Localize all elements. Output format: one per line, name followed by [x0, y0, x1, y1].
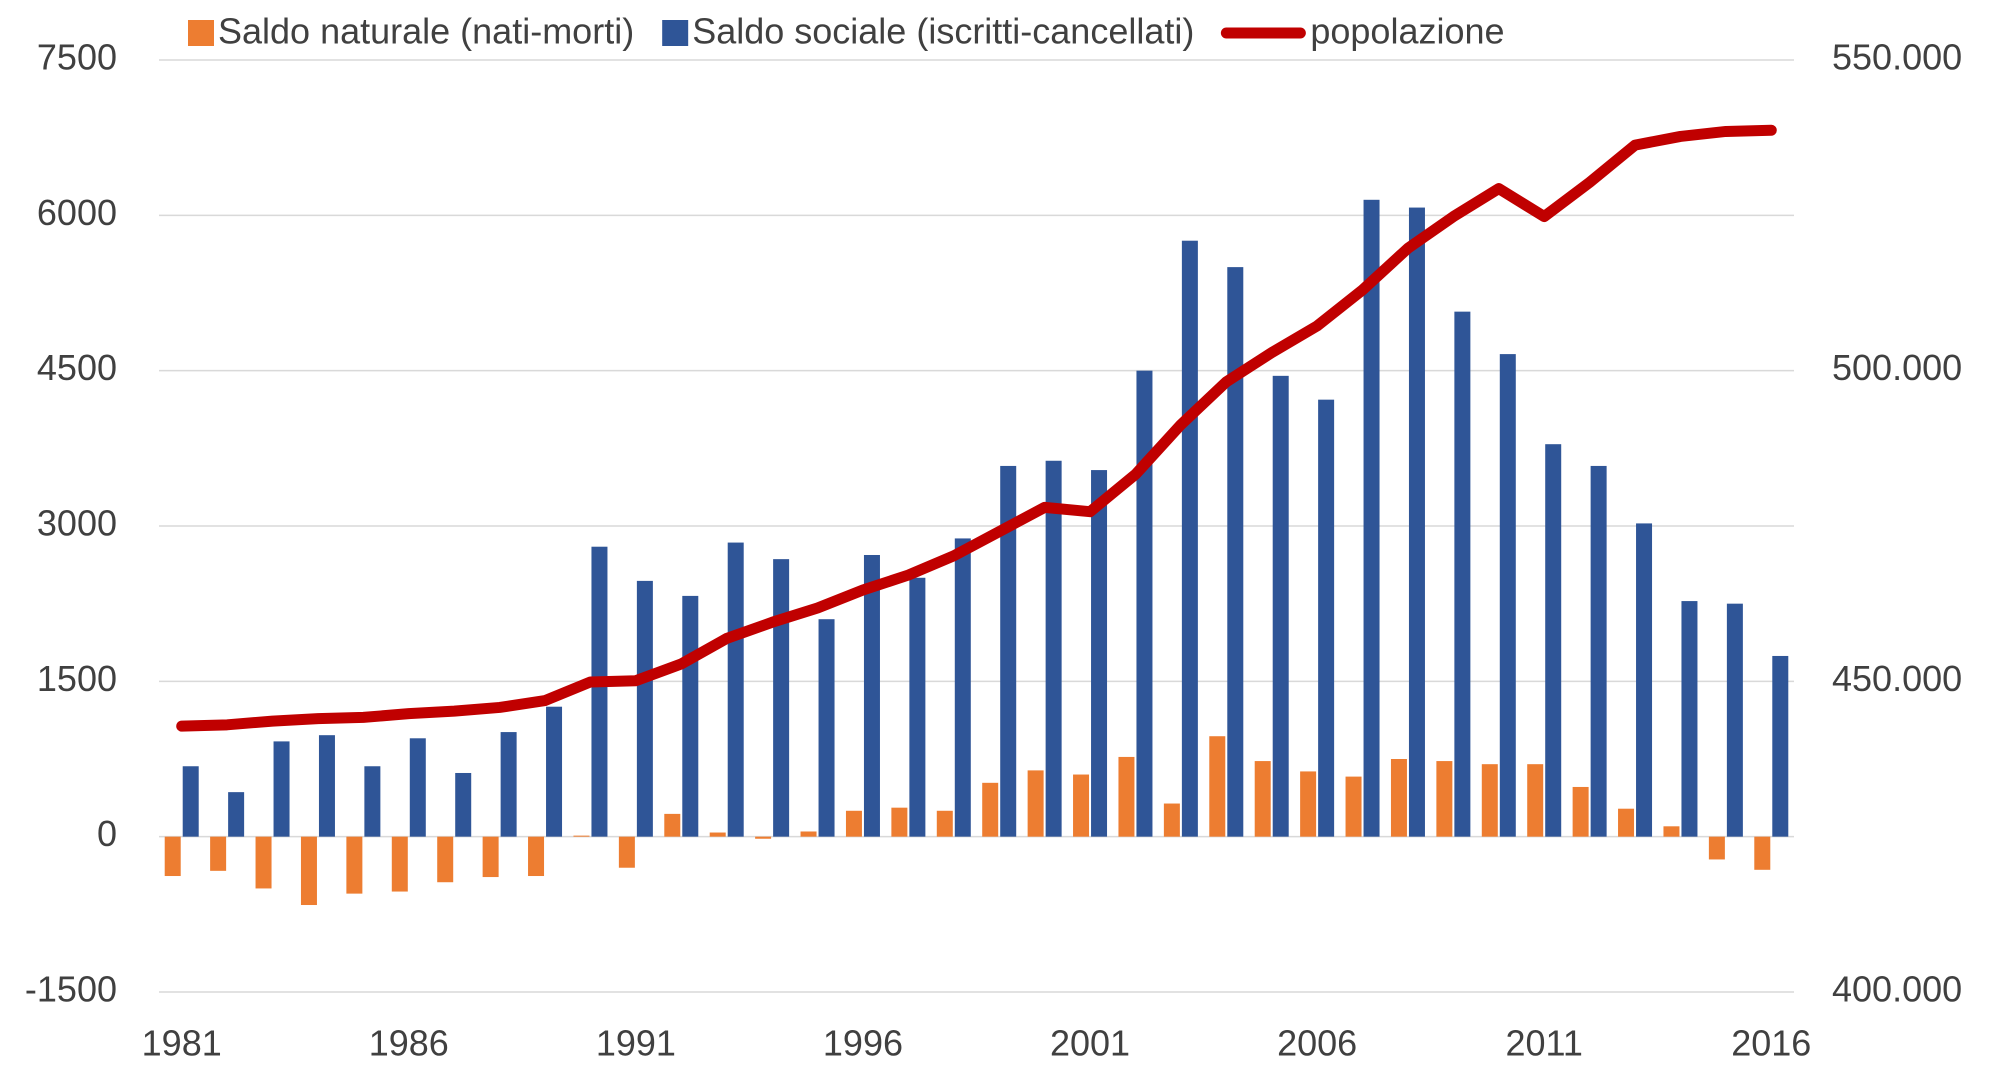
bar — [1209, 736, 1226, 837]
bar — [528, 836, 545, 877]
bar — [909, 577, 926, 837]
bar — [1163, 803, 1180, 837]
bar — [709, 832, 726, 837]
bar — [727, 542, 744, 837]
bar — [773, 559, 790, 837]
bar — [437, 836, 454, 883]
bar — [1681, 601, 1698, 837]
bar — [1027, 770, 1044, 837]
bar — [1590, 465, 1607, 837]
bar — [1454, 311, 1471, 837]
bar — [1527, 764, 1544, 837]
bar — [982, 782, 999, 837]
bar — [618, 836, 635, 868]
bar — [1045, 460, 1062, 837]
bar — [346, 836, 363, 894]
bar — [391, 836, 408, 892]
bar — [455, 772, 472, 837]
bar — [1572, 786, 1589, 837]
bar — [300, 836, 317, 906]
bar — [755, 836, 772, 839]
y-tick-label: 7500 — [37, 37, 117, 78]
bar — [1390, 759, 1407, 837]
bar — [954, 538, 971, 837]
y2-tick-label: 450.000 — [1832, 658, 1962, 699]
bar — [800, 831, 817, 837]
bar — [818, 619, 835, 837]
bar — [409, 738, 426, 837]
bar — [1254, 761, 1271, 837]
x-tick-label: 1996 — [823, 1023, 903, 1064]
legend-label: Saldo naturale (nati-morti) — [218, 11, 634, 52]
y2-tick-label: 550.000 — [1832, 37, 1962, 78]
bar — [182, 766, 199, 837]
x-tick-label: 2001 — [1050, 1023, 1130, 1064]
bar — [1272, 375, 1289, 837]
bar — [1726, 603, 1743, 837]
bar — [1227, 267, 1244, 837]
x-tick-label: 1981 — [142, 1023, 222, 1064]
legend-swatch — [662, 20, 689, 46]
y-tick-label: 0 — [97, 813, 117, 854]
bar — [1545, 444, 1562, 837]
y-tick-label: 1500 — [37, 658, 117, 699]
bar — [1118, 756, 1135, 837]
bar — [228, 792, 245, 837]
legend-label: popolazione — [1310, 11, 1504, 52]
bar — [1499, 354, 1516, 837]
y-tick-label: 4500 — [37, 347, 117, 388]
bar — [573, 835, 590, 837]
y-tick-label: -1500 — [25, 969, 117, 1010]
bar — [891, 807, 908, 837]
bar — [936, 810, 953, 837]
bar — [1436, 761, 1453, 837]
x-tick-label: 2006 — [1277, 1023, 1357, 1064]
bar — [318, 735, 335, 837]
bar — [1345, 776, 1362, 837]
bar — [1708, 836, 1725, 860]
bar — [364, 766, 381, 837]
line — [176, 124, 1777, 732]
bar — [1181, 240, 1198, 837]
bar — [1300, 771, 1317, 837]
bar — [1754, 836, 1771, 870]
bar — [636, 580, 653, 837]
bar — [1618, 808, 1635, 837]
bar — [682, 595, 699, 837]
bar — [1772, 655, 1789, 837]
bar — [863, 554, 880, 837]
legend-label: Saldo sociale (iscritti-cancellati) — [692, 11, 1194, 52]
bar — [482, 836, 499, 878]
bar — [1481, 764, 1498, 837]
bar — [1318, 399, 1335, 837]
y2-tick-label: 500.000 — [1832, 347, 1962, 388]
bar — [1073, 774, 1090, 837]
bar — [255, 836, 272, 889]
y-tick-label: 3000 — [37, 503, 117, 544]
bar — [210, 836, 227, 871]
bar — [664, 813, 681, 837]
bar — [845, 810, 862, 837]
bar — [591, 546, 608, 837]
bar — [500, 732, 517, 837]
y2-tick-label: 400.000 — [1832, 969, 1962, 1010]
x-tick-label: 2011 — [1505, 1023, 1582, 1064]
x-tick-label: 2016 — [1731, 1023, 1811, 1064]
bar — [1408, 207, 1425, 837]
bar — [273, 741, 290, 837]
y-tick-label: 6000 — [37, 192, 117, 233]
x-tick-label: 1991 — [596, 1023, 676, 1064]
x-tick-label: 1986 — [369, 1023, 449, 1064]
bar — [1663, 826, 1680, 837]
legend-swatch — [188, 20, 214, 46]
bar — [1091, 470, 1108, 837]
bar — [164, 836, 181, 877]
bar — [546, 706, 563, 837]
bar — [1136, 370, 1153, 837]
bar — [1000, 465, 1017, 837]
bar — [1363, 199, 1380, 837]
bar — [1636, 523, 1653, 837]
